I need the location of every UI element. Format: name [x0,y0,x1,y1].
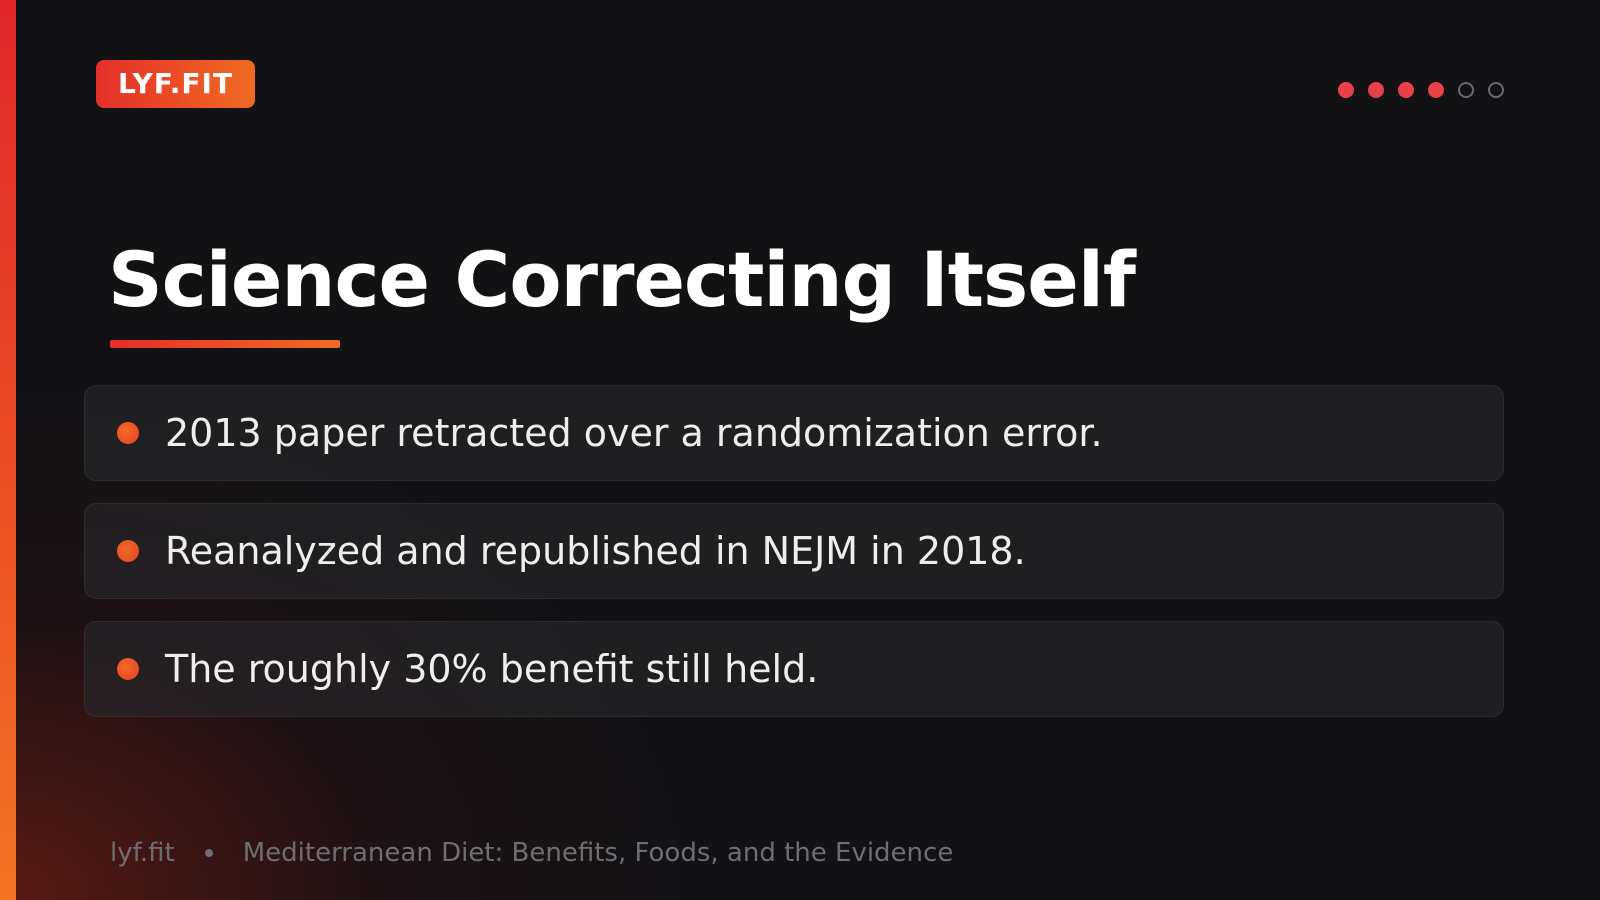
bullet-card: Reanalyzed and republished in NEJM in 20… [84,503,1504,599]
footer: lyf.fit Mediterranean Diet: Benefits, Fo… [110,838,953,868]
bullet-text: Reanalyzed and republished in NEJM in 20… [165,529,1026,573]
bullet-marker [117,540,139,562]
footer-separator [204,849,213,857]
title-underline [110,340,340,348]
accent-bar [0,0,16,900]
slide-title: Science Correcting Itself [108,235,1136,324]
progress-dot-filled [1368,82,1384,98]
brand-badge: LYF.FIT [96,60,256,108]
progress-dot-filled [1398,82,1414,98]
bullet-list: 2013 paper retracted over a randomizatio… [84,385,1504,717]
bullet-text: The roughly 30% benefit still held. [165,647,819,691]
bullet-card: 2013 paper retracted over a randomizatio… [84,385,1504,481]
bullet-text: 2013 paper retracted over a randomizatio… [165,411,1103,455]
progress-dot-filled [1428,82,1444,98]
bullet-card: The roughly 30% benefit still held. [84,621,1504,717]
progress-dots [1338,82,1504,98]
footer-site: lyf.fit [110,838,175,868]
progress-dot-filled [1338,82,1354,98]
bullet-marker [117,658,139,680]
progress-dot-empty [1458,82,1474,98]
footer-deck-title: Mediterranean Diet: Benefits, Foods, and… [242,838,954,868]
progress-dot-empty [1488,82,1504,98]
bullet-marker [117,422,139,444]
